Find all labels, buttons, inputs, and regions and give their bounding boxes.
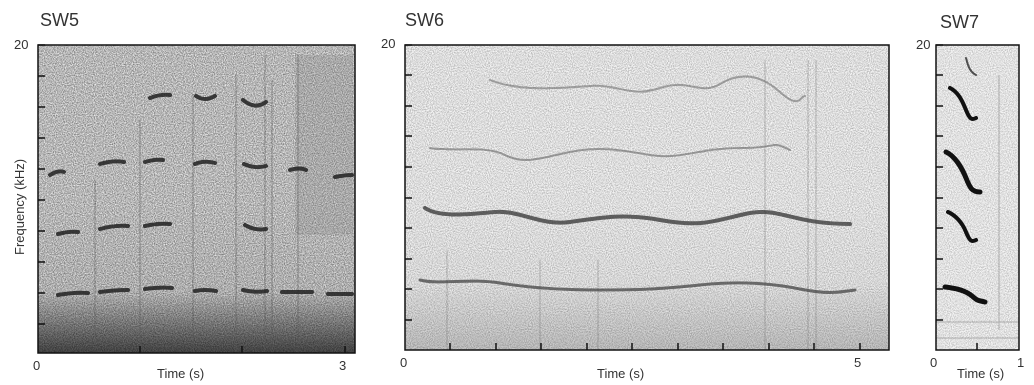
sw7-x-end-label: 1 bbox=[1017, 355, 1025, 370]
sw5-spectrogram bbox=[38, 45, 355, 353]
sw5-x-start-label: 0 bbox=[33, 358, 41, 373]
sw6-y-top-label: 20 bbox=[381, 36, 396, 51]
sw6-x-axis-label: Time (s) bbox=[597, 366, 645, 381]
sw6-x-end-label: 5 bbox=[854, 355, 862, 370]
sw7-axes bbox=[935, 44, 1020, 351]
sw5-axes bbox=[37, 44, 356, 354]
sw5-x-end-label: 3 bbox=[339, 358, 347, 373]
sw5-y-top-label: 20 bbox=[14, 37, 29, 52]
sw7-spectrogram bbox=[936, 45, 1019, 350]
sw6-spectrogram bbox=[405, 45, 889, 350]
sw5-title: SW5 bbox=[40, 10, 80, 30]
sw6-title: SW6 bbox=[405, 10, 445, 30]
sw7-y-top-label: 20 bbox=[916, 37, 931, 52]
sw6-axes bbox=[404, 44, 890, 351]
sw7-title: SW7 bbox=[940, 12, 980, 32]
sw7-x-start-label: 0 bbox=[930, 355, 938, 370]
sw6-x-start-label: 0 bbox=[400, 355, 408, 370]
sw5-x-axis-label: Time (s) bbox=[157, 366, 205, 381]
sw7-x-axis-label: Time (s) bbox=[957, 366, 1005, 381]
